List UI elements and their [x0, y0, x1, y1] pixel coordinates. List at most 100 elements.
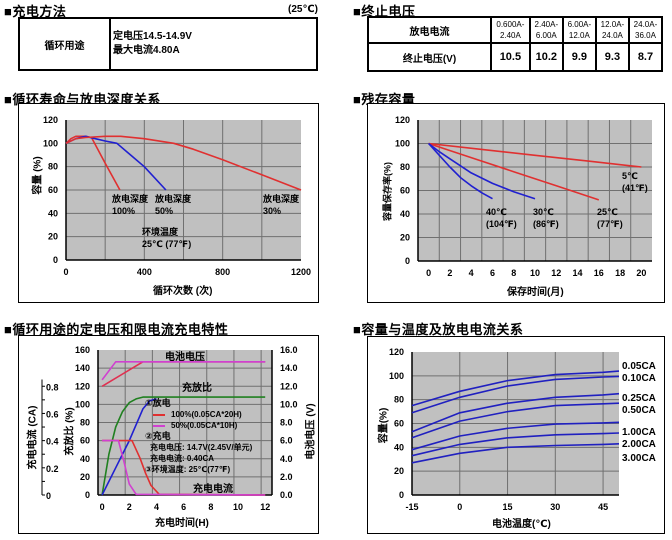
cutoff-value: 10.2	[528, 42, 564, 72]
y-axis-title: 容量 (%)	[32, 156, 44, 195]
annotation-dod-30: 放电深度 30%	[263, 193, 299, 217]
y-current-tick-label: 0	[46, 491, 51, 501]
y-tick-label: 20	[400, 233, 410, 243]
y-tick-label: 60	[400, 186, 410, 196]
current-range-cell: 2.40A- 6.00A	[528, 16, 564, 44]
y-right-tick-label: 8.0	[280, 418, 293, 428]
series-line	[411, 402, 620, 439]
x-tick-label: 1200	[291, 267, 311, 277]
annotation-dod-100: 放电深度 100%	[112, 193, 148, 217]
annotation-line: 30%	[263, 206, 282, 216]
x-tick-label: 45	[598, 502, 608, 512]
annotation-line: 放电深度	[112, 194, 149, 204]
series-line	[65, 135, 302, 191]
x-tick-label: 0	[426, 268, 431, 278]
y-tick-label: 80	[400, 162, 410, 172]
chart-cycle: 0 400 800 1200 0 20 40 60 80 100 120	[43, 115, 311, 277]
range-start: 12.0A-	[600, 20, 625, 29]
series-line	[428, 142, 642, 168]
annotation-ambient-temp: 环境温度 25℃ (77℉)	[142, 226, 191, 250]
cutoff-value: 9.9	[561, 42, 597, 72]
charge-voltage-note: 充电电压: 14.7V(2.45V/单元)	[150, 443, 253, 452]
x-tick-label: 4	[154, 502, 159, 512]
y-current-tick-label: 0.6	[46, 409, 59, 419]
y-tick-label: 40	[48, 208, 58, 218]
x-tick-label: 2	[447, 268, 452, 278]
x-tick-label: 4	[469, 268, 474, 278]
y-tick-label: 80	[394, 395, 404, 405]
annotation-line: (86℉)	[533, 219, 559, 229]
series-label: 3.00CA	[622, 453, 656, 464]
range-start: 2.40A-	[534, 20, 559, 29]
range-end: 36.0A	[635, 31, 656, 40]
y-right-tick-label: 4.0	[280, 454, 293, 464]
x-tick-label: 0	[63, 267, 68, 277]
y-tick-label: 60	[48, 185, 58, 195]
annotation-line: 25℃ (77℉)	[142, 239, 192, 249]
legend-item-50: 50%(0.05CA*10H)	[153, 420, 237, 431]
y-tick-label: 100	[395, 139, 410, 149]
y-axis-title: 容量保存率(%)	[382, 162, 393, 221]
y-current-tick-label: 0.2	[46, 464, 59, 474]
section-title-cutoff-voltage: ■终止电压	[353, 4, 416, 19]
y-right-tick-label: 14.0	[280, 363, 298, 373]
range-end: 2.40A	[499, 31, 521, 40]
y-tick-label: 40	[394, 442, 404, 452]
x-axis-title: 充电时间(H)	[155, 518, 209, 529]
x-tick-label: 18	[615, 268, 625, 278]
y-tick-label: 120	[75, 381, 90, 391]
y-current-tick-label: 0.8	[46, 382, 59, 392]
x-tick-label: 14	[573, 268, 583, 278]
y-tick-label: 120	[389, 347, 404, 357]
chart-title-temperature: ■容量与温度及放电电流关系	[353, 322, 524, 337]
x-tick-label: 8	[511, 268, 516, 278]
y-tick-label: 0	[53, 255, 58, 265]
annotation-dod-50: 放电深度 50%	[155, 193, 191, 217]
current-range-cell: 12.0A- 24.0A	[594, 16, 630, 44]
y-tick-label: 140	[75, 363, 90, 373]
annotation-line: (104℉)	[486, 219, 517, 229]
legend-item-100: 100%(0.05CA*20H)	[153, 409, 242, 420]
y-right-tick-label: 16.0	[280, 345, 298, 355]
annotation-line: 30℃	[533, 207, 554, 217]
range-end: 24.0A	[601, 31, 623, 40]
x-axis-title: 循环次数 (次)	[153, 286, 213, 297]
annotation-line: 放电深度	[263, 194, 300, 204]
series-label: 1.00CA	[622, 427, 656, 438]
legend-text: 100%(0.05CA*20H)	[171, 410, 242, 419]
x-tick-label: 800	[215, 267, 230, 277]
x-tick-label: 10	[530, 268, 540, 278]
y-tick-label: 40	[400, 209, 410, 219]
charge-current-note: 充电电流: 0.40CA	[150, 454, 215, 463]
discharge-current-label: 放电电流	[367, 16, 492, 44]
series-line	[411, 421, 620, 451]
range-start: 6.00A-	[567, 20, 592, 29]
x-tick-label: 2	[127, 502, 132, 512]
y-axis-title-current: 充电电流 (CA)	[27, 405, 39, 470]
charge-voltage: 定电压14.5-14.9V	[113, 31, 192, 42]
y-tick-label: 60	[394, 419, 404, 429]
series-label: 2.00CA	[622, 439, 656, 450]
charge-use-label: 循环用途	[18, 17, 111, 71]
x-axis-title: 保存时间(月)	[507, 287, 564, 298]
annotation-line: (77℉)	[597, 219, 623, 229]
x-tick-label: 12	[260, 502, 270, 512]
y-right-tick-label: 0.0	[280, 490, 293, 500]
y-axis-title: 容量(%)	[378, 407, 390, 444]
legend-swatch-magenta	[153, 424, 165, 427]
chart-title-charging: ■循环用途的定电压和限电流充电特性	[4, 322, 229, 337]
ambient-temp-note: ③环境温度: 25℃(77℉)	[145, 465, 231, 474]
y-right-tick-label: 12.0	[280, 381, 298, 391]
x-tick-label: 8	[208, 502, 213, 512]
label-charge-current: 充电电流	[193, 484, 233, 495]
x-tick-label: 6	[490, 268, 495, 278]
annotation-5c: 5℃ (41℉)	[622, 170, 648, 194]
series-line	[428, 142, 600, 201]
current-range-cell: 24.0A- 36.0A	[627, 16, 664, 44]
series-line	[428, 142, 493, 200]
label-charge-ratio: 充放比	[182, 383, 212, 394]
charge-condition: (25℃)	[288, 4, 318, 15]
series-label: 0.25CA	[622, 393, 656, 404]
